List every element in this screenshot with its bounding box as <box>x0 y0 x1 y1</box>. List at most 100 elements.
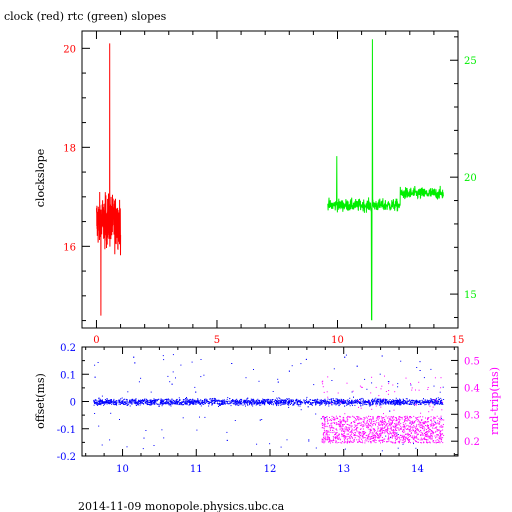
rndtrip-point <box>325 434 327 436</box>
rndtrip-point <box>408 428 410 430</box>
offset-point <box>276 403 277 405</box>
rndtrip-point <box>347 433 349 435</box>
rndtrip-point <box>392 435 394 437</box>
rndtrip-point <box>329 442 331 444</box>
offset-point <box>368 404 370 406</box>
rndtrip-point <box>421 434 423 436</box>
rndtrip-point <box>390 418 392 420</box>
offset-point <box>99 399 101 401</box>
rndtrip-point <box>400 417 402 419</box>
rndtrip-point <box>338 421 339 422</box>
rndtrip-point <box>415 417 417 419</box>
rndtrip-point <box>437 434 439 436</box>
rndtrip-point <box>369 433 371 435</box>
offset-point <box>320 418 322 420</box>
offset-point <box>98 403 100 405</box>
rndtrip-point <box>430 425 432 427</box>
rndtrip-point <box>375 424 376 426</box>
offset-point <box>366 403 368 405</box>
rndtrip-point <box>338 437 340 439</box>
offset-point <box>396 402 398 404</box>
offset-point <box>414 400 416 402</box>
offset-point <box>350 402 352 403</box>
rndtrip-point <box>426 441 428 443</box>
rndtrip-point <box>387 437 389 439</box>
rndtrip-point <box>359 424 361 426</box>
rndtrip-point <box>426 439 428 440</box>
offset-point <box>411 401 413 403</box>
offset-point <box>384 399 386 401</box>
rndtrip-point <box>402 426 404 428</box>
rndtrip-point <box>343 438 345 440</box>
offset-point <box>223 402 225 404</box>
rndtrip-point <box>324 425 326 427</box>
rndtrip-point <box>356 427 358 428</box>
rndtrip-point <box>410 430 412 432</box>
offset-point <box>415 400 417 402</box>
offset-point <box>133 356 135 358</box>
rndtrip-point <box>393 415 395 417</box>
offset-point <box>112 403 114 405</box>
offset-point <box>176 400 178 402</box>
offset-point <box>219 404 221 405</box>
rndtrip-point <box>416 432 418 434</box>
offset-point <box>369 402 371 404</box>
offset-point <box>254 400 256 402</box>
offset-point <box>252 400 254 402</box>
offset-point <box>313 384 315 386</box>
rndtrip-point <box>435 423 437 425</box>
rndtrip-point <box>347 429 349 431</box>
offset-point <box>269 402 271 403</box>
rndtrip-point <box>347 428 349 430</box>
offset-point <box>258 401 260 403</box>
rndtrip-point <box>427 436 429 438</box>
offset-point <box>374 400 376 402</box>
offset-point <box>123 401 125 403</box>
offset-point <box>435 397 437 399</box>
rndtrip-point <box>433 399 435 400</box>
rndtrip-point <box>330 426 332 428</box>
clock-slope-line <box>96 43 122 316</box>
rndtrip-point <box>395 440 397 442</box>
offset-point <box>236 401 238 402</box>
offset-point <box>168 399 170 401</box>
offset-point <box>397 434 399 435</box>
offset-point <box>428 403 430 405</box>
rndtrip-point <box>418 430 419 432</box>
offset-point <box>193 403 195 405</box>
rndtrip-point <box>347 441 349 443</box>
rndtrip-point <box>400 439 402 441</box>
rndtrip-point <box>342 424 344 426</box>
rndtrip-point <box>368 421 370 423</box>
offset-point <box>248 401 250 403</box>
rndtrip-point <box>326 439 328 441</box>
offset-point <box>442 402 444 404</box>
rndtrip-point <box>352 441 354 443</box>
offset-point <box>241 398 243 400</box>
offset-point <box>312 400 313 401</box>
offset-point <box>107 400 109 402</box>
offset-point <box>119 400 121 402</box>
offset-point <box>347 403 349 405</box>
rndtrip-point <box>368 419 370 421</box>
rndtrip-point <box>402 434 404 436</box>
offset-point <box>441 399 442 401</box>
rndtrip-point <box>358 406 359 408</box>
rndtrip-point <box>403 437 405 439</box>
offset-point <box>379 373 381 375</box>
rndtrip-point <box>425 432 427 434</box>
offset-point <box>336 401 338 403</box>
offset-point <box>158 398 160 400</box>
rndtrip-point <box>382 398 384 400</box>
rndtrip-point <box>436 434 438 436</box>
rndtrip-point <box>404 419 406 421</box>
rndtrip-point <box>403 436 405 438</box>
offset-point <box>307 406 309 408</box>
offset-point <box>229 401 231 403</box>
offset-point <box>226 398 228 400</box>
offset-point <box>235 401 237 403</box>
offset-point <box>189 404 191 405</box>
offset-point <box>200 403 202 405</box>
offset-point <box>262 401 264 403</box>
